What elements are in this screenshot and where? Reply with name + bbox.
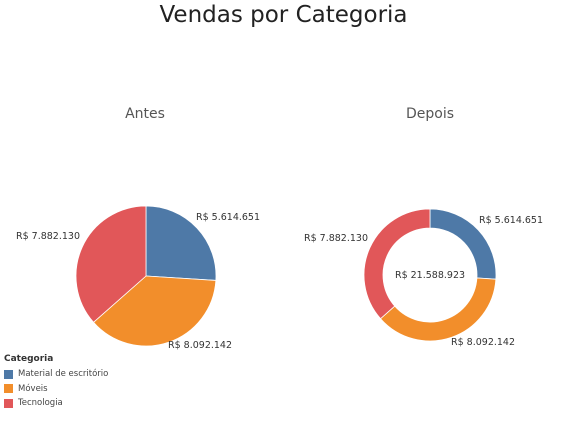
legend-label-material: Material de escritório [18, 369, 109, 380]
legend-swatch-material [4, 369, 13, 379]
legend-item-tecnologia[interactable]: Tecnologia [4, 396, 108, 411]
depois-label-material: R$ 5.614.651 [479, 215, 543, 226]
antes-label-moveis: R$ 8.092.142 [168, 340, 232, 351]
antes-slice-moveis[interactable] [92, 275, 217, 347]
legend-label-tecnologia: Tecnologia [18, 398, 63, 409]
depois-center-total: R$ 21.588.923 [395, 270, 465, 281]
depois-slice-tecnologia[interactable] [363, 208, 431, 320]
depois-slice-moveis[interactable] [379, 277, 497, 342]
chart-title-antes: Antes [125, 106, 165, 122]
antes-slice-tecnologia[interactable] [75, 205, 147, 323]
main-title: Vendas por Categoria [159, 2, 408, 28]
legend-item-material[interactable]: Material de escritório [4, 367, 108, 382]
legend: Categoria Material de escritório Móveis … [4, 354, 108, 411]
chart-title-depois: Depois [405, 106, 455, 122]
legend-swatch-tecnologia [4, 398, 13, 408]
legend-title: Categoria [4, 354, 54, 364]
legend-item-moveis[interactable]: Móveis [4, 382, 108, 397]
legend-label-moveis: Móveis [18, 383, 48, 394]
legend-swatch-moveis [4, 384, 13, 394]
antes-slice-material[interactable] [145, 205, 217, 281]
depois-label-tecnologia: R$ 7.882.130 [304, 233, 368, 244]
antes-label-material: R$ 5.614.651 [196, 212, 260, 223]
depois-label-moveis: R$ 8.092.142 [451, 337, 515, 348]
antes-label-tecnologia: R$ 7.882.130 [16, 231, 80, 242]
